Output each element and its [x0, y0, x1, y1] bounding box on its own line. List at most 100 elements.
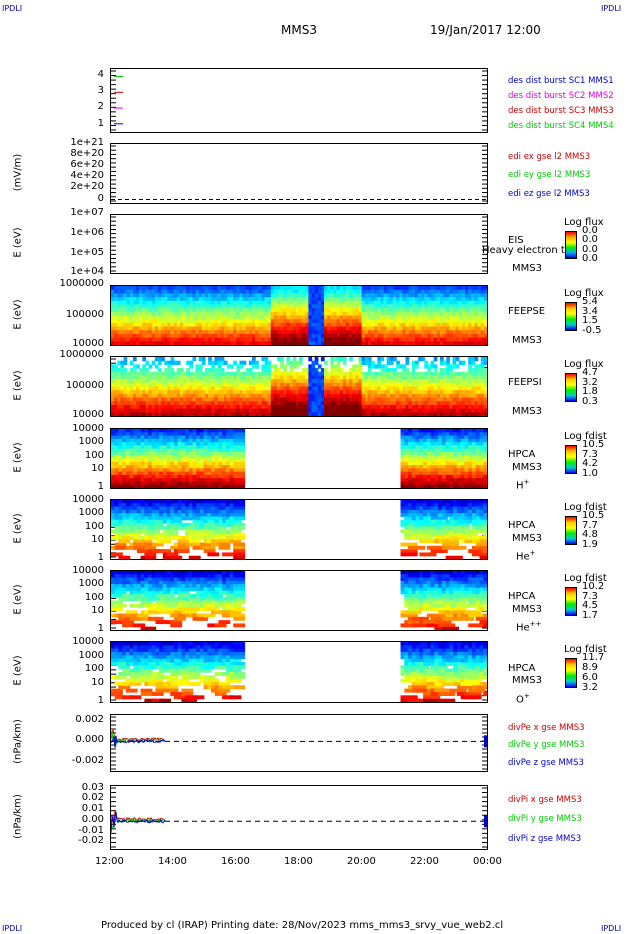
- spectrogram-cell: [386, 297, 391, 302]
- spectrogram-cell: [421, 330, 425, 335]
- spectrogram-cell: [261, 304, 266, 309]
- side-label-spacecraft: MMS3: [512, 406, 542, 418]
- spectrogram-cell: [145, 408, 150, 413]
- spectrogram-cell: [440, 360, 444, 365]
- spectrogram-cell: [277, 397, 281, 402]
- spectrogram-cell: [374, 330, 378, 335]
- spectrogram-cell: [358, 289, 363, 294]
- spectrogram-cell: [170, 379, 175, 384]
- ytick-label: 4: [97, 68, 104, 80]
- spectrogram-cell: [233, 412, 237, 416]
- spectrogram-cell: [220, 341, 225, 345]
- colorbar-title: Log flux: [564, 217, 604, 228]
- spectrogram-cell: [289, 308, 294, 313]
- ytick-label: 1000000: [59, 278, 104, 289]
- spectrogram-cell: [433, 337, 438, 342]
- spectrogram-cell: [346, 401, 350, 406]
- spectrogram-cell: [148, 337, 153, 342]
- spectrogram-cell: [461, 408, 466, 413]
- spectrogram-cell: [358, 371, 363, 377]
- spectrogram-cell: [458, 386, 463, 391]
- spectrogram-cell: [280, 341, 284, 345]
- spectrogram-cell: [418, 393, 422, 399]
- spectrogram-cell: [208, 397, 212, 402]
- spectrogram-cell: [286, 341, 291, 345]
- spectrogram-cell: [430, 293, 435, 298]
- spectrogram-cell: [449, 322, 454, 328]
- spectrogram-cell: [440, 315, 444, 320]
- spectrogram-cell: [173, 333, 178, 339]
- spectrogram-cell: [145, 341, 150, 345]
- spectrogram-cell: [226, 322, 231, 328]
- spectrogram-cell: [158, 368, 162, 373]
- spectrogram-cell: [217, 408, 222, 413]
- plot-area-edi: [111, 145, 487, 202]
- spectrogram-cell: [349, 300, 353, 306]
- spectrogram-cell: [393, 368, 397, 373]
- spectrogram-cell: [270, 319, 275, 324]
- spectrogram-cell: [201, 304, 206, 309]
- spectrogram-cell: [327, 319, 331, 324]
- spectrogram-cell: [440, 408, 444, 413]
- spectrogram-cell: [280, 408, 284, 413]
- spectrogram-cell: [374, 364, 378, 369]
- spectrogram-cell: [179, 308, 184, 313]
- spectrogram-cell: [289, 289, 294, 294]
- spectrogram-cell: [330, 382, 335, 388]
- spectrogram-cell: [433, 408, 438, 413]
- spectrogram-cell: [129, 286, 134, 291]
- spectrogram-cell: [474, 390, 479, 395]
- spectrogram-cell: [336, 311, 341, 317]
- spectrogram-cell: [440, 341, 444, 345]
- spectrogram-cell: [186, 308, 190, 313]
- spectrogram-cell: [120, 337, 125, 342]
- spectrogram-cell: [139, 308, 143, 313]
- spectrogram-cell: [261, 315, 266, 320]
- spectrogram-cell: [154, 304, 159, 309]
- spectrogram-cell: [433, 386, 438, 391]
- ytick-label: 3: [97, 85, 104, 97]
- spectrogram-cell: [236, 293, 241, 298]
- y-axis-label: E (eV): [12, 227, 24, 258]
- spectrogram-cell: [289, 368, 294, 373]
- spectrogram-cell: [433, 364, 438, 369]
- spectrogram-cell: [173, 330, 178, 335]
- spectrogram-cell: [123, 308, 128, 313]
- spectrogram-cell: [433, 333, 438, 339]
- spectrogram-cell: [255, 308, 259, 313]
- spectrogram-cell: [195, 341, 200, 345]
- spectrogram-cell: [374, 297, 378, 302]
- spectrogram-cell: [132, 326, 137, 331]
- spectrogram-cell: [289, 408, 294, 413]
- spectrogram-cell: [270, 297, 275, 302]
- spectrogram-cell: [408, 341, 413, 345]
- spectrogram-cell: [433, 289, 438, 294]
- spectrogram-cell: [336, 371, 341, 377]
- spectrogram-cell: [214, 304, 219, 309]
- spectrogram-cell: [258, 408, 262, 413]
- spectrogram-cell: [114, 330, 118, 335]
- spectrogram-cell: [483, 382, 487, 388]
- spectrogram-cell: [261, 404, 266, 410]
- spectrogram-cell: [111, 300, 115, 306]
- spectrogram-cell: [292, 360, 297, 365]
- ytick-label: 100: [84, 449, 104, 461]
- spectrogram-cell: [179, 289, 184, 294]
- spectrogram-cell: [483, 375, 487, 380]
- spectrogram-cell: [408, 319, 413, 324]
- spectrogram-cell: [358, 382, 363, 388]
- spectrogram-cell: [436, 393, 441, 399]
- spectrogram-cell: [280, 289, 284, 294]
- spectrogram-cell: [230, 371, 234, 377]
- spectrogram-cell: [320, 297, 325, 302]
- spectrogram-cell: [154, 382, 159, 388]
- spectrogram-cell: [179, 390, 184, 395]
- spectrogram-cell: [396, 330, 400, 335]
- spectrogram-cell: [220, 308, 225, 313]
- spectrogram-cell: [317, 297, 322, 302]
- spectrogram-cell: [483, 322, 487, 328]
- spectrogram-cell: [123, 333, 128, 339]
- spectrogram-cell: [242, 412, 247, 416]
- spectrogram-cell: [136, 379, 140, 384]
- spectrogram-cell: [129, 386, 134, 391]
